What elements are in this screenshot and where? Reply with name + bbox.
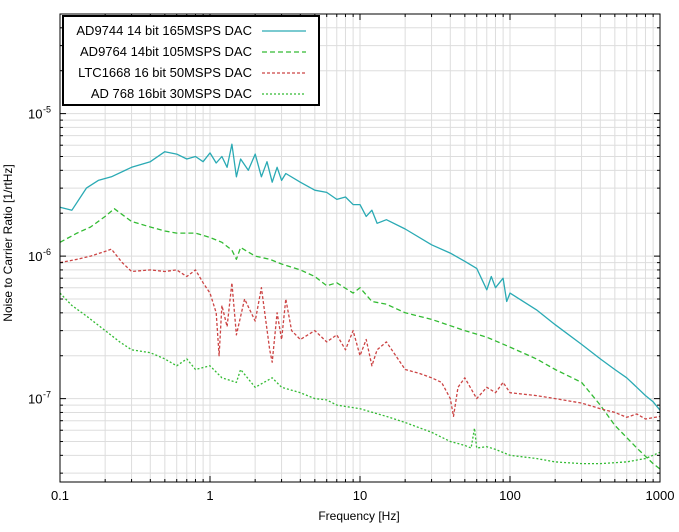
legend-label: AD9764 14bit 105MSPS DAC (80, 44, 252, 59)
legend: AD9744 14 bit 165MSPS DAC AD9764 14bit 10… (62, 15, 320, 106)
y-tick-labels: 10-710-610-5 (28, 105, 51, 407)
x-tick-label: 1 (206, 488, 213, 503)
y-axis-label: Noise to Carrier Ratio [1/rtHz] (1, 164, 15, 321)
y-tick-label-exponent: -7 (43, 390, 51, 400)
legend-label: AD9744 14 bit 165MSPS DAC (76, 23, 252, 38)
y-tick-label-mantissa: 10 (28, 249, 42, 264)
x-tick-labels: 0.1 1 10 100 1000 (51, 488, 675, 503)
y-tick-label-mantissa: 10 (28, 107, 42, 122)
legend-label: AD 768 16bit 30MSPS DAC (91, 86, 252, 101)
x-tick-label: 1000 (646, 488, 675, 503)
series-line-3 (59, 248, 661, 420)
x-tick-label: 0.1 (51, 488, 69, 503)
series-line-1 (59, 143, 661, 411)
x-tick-label: 10 (353, 488, 367, 503)
x-tick-label: 100 (499, 488, 521, 503)
y-tick-label: 10 -7 (28, 390, 51, 407)
y-tick-label: 10 -6 (28, 247, 51, 264)
x-axis-label: Frequency [Hz] (318, 509, 399, 523)
y-tick-label-mantissa: 10 (28, 392, 42, 407)
legend-label: LTC1668 16 bit 50MSPS DAC (78, 65, 252, 80)
y-tick-label-exponent: -6 (43, 247, 51, 257)
y-tick-label-exponent: -5 (43, 105, 51, 115)
series-line-2 (59, 208, 661, 470)
y-tick-label: 10 -5 (28, 105, 51, 122)
series-line-4 (59, 292, 661, 465)
series-lines (59, 143, 661, 470)
